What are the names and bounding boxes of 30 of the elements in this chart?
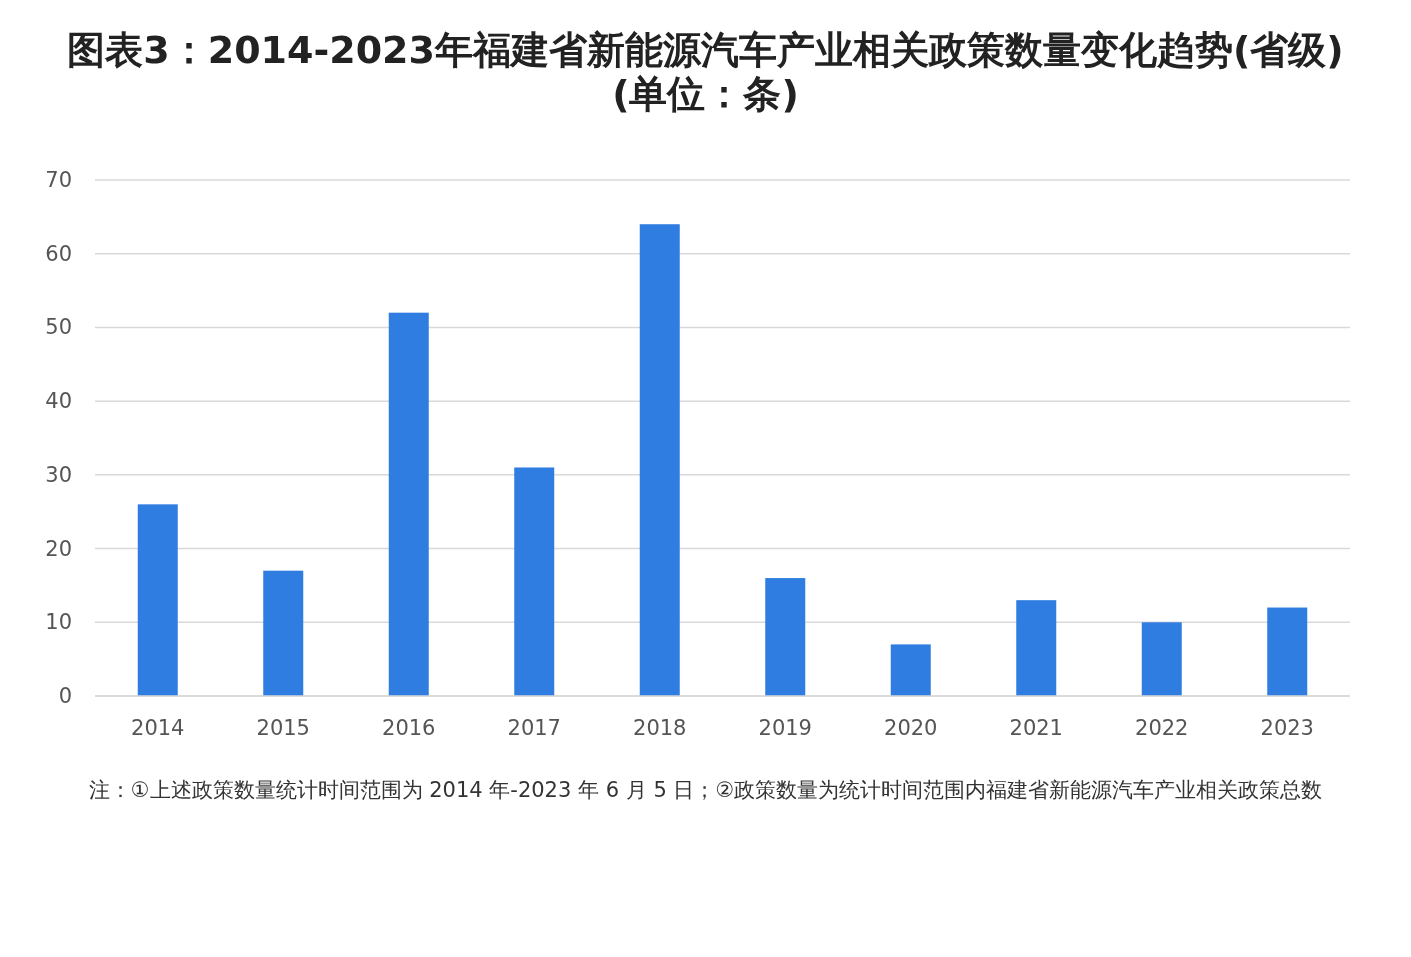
bar	[388, 312, 429, 696]
x-tick-label: 2019	[758, 716, 812, 740]
chart-title: 图表3：2014-2023年福建省新能源汽车产业相关政策数量变化趋势(省级)(单位：条)	[66, 28, 1345, 116]
y-tick-label: 0	[58, 684, 72, 708]
y-tick-label: 40	[45, 389, 72, 414]
bar	[514, 467, 555, 696]
x-tick-label: 2023	[1260, 716, 1314, 740]
y-tick-label: 10	[45, 610, 72, 635]
x-tick-label: 2016	[382, 716, 436, 740]
bar	[765, 578, 806, 696]
x-tick-label: 2021	[1009, 716, 1063, 740]
bar	[639, 224, 680, 696]
bar	[1016, 600, 1057, 696]
bar	[890, 644, 931, 696]
y-tick-label: 60	[45, 241, 72, 266]
text: 注：①上述政策数量统计时间范围为 2014 年-2023 年 6 月 5 日；②政策数量为统计时间范围内福建省新能源汽车产业相关政策总数	[87, 777, 1324, 804]
y-tick-label: 20	[45, 536, 72, 561]
x-tick-label: 2018	[633, 716, 687, 740]
bar	[137, 504, 178, 696]
x-tick-label: 2017	[507, 716, 561, 740]
bar	[1141, 622, 1182, 696]
x-tick-label: 2014	[131, 716, 185, 740]
x-tick-label: 2015	[256, 716, 310, 740]
y-tick-label: 70	[45, 168, 72, 192]
y-tick-label: 50	[45, 315, 72, 340]
y-tick-label: 30	[45, 462, 72, 487]
bar	[263, 570, 304, 696]
bar	[1267, 607, 1308, 696]
x-tick-label: 2022	[1135, 716, 1189, 740]
x-tick-label: 2020	[884, 716, 938, 740]
